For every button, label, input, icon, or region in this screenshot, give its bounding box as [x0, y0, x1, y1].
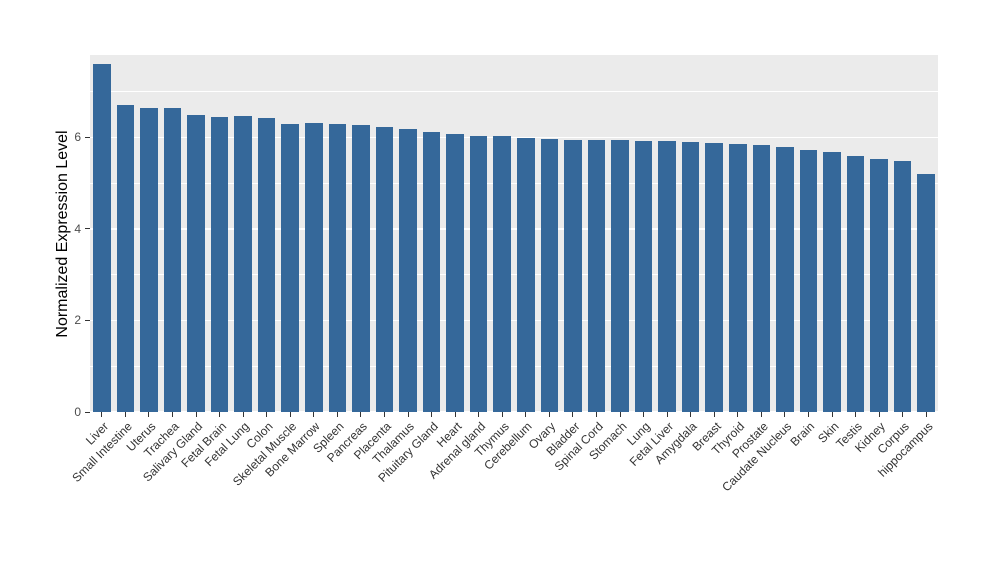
gridline-y-7	[90, 91, 938, 92]
bar-pituitary-gland	[422, 131, 441, 412]
x-tick-mark-pancreas	[360, 412, 362, 417]
bar-ovary	[540, 138, 559, 412]
bar-thalamus	[399, 129, 417, 412]
bar-lung	[634, 140, 653, 412]
bar-thyroid	[728, 144, 747, 412]
x-tick-mark-thyroid	[737, 412, 739, 417]
x-tick-mark-liver	[101, 412, 103, 417]
x-tick-mark-brain	[807, 412, 809, 417]
x-tick-mark-uterus	[148, 412, 150, 417]
bar-thymus	[493, 136, 512, 412]
x-tick-mark-trachea	[171, 412, 173, 417]
x-tick-mark-fetal-brain	[219, 412, 221, 417]
bar-liver	[92, 64, 111, 412]
bar-amygdala	[681, 141, 700, 412]
bar-adrenal-gland	[469, 135, 488, 412]
bar-small-intestine	[116, 105, 135, 412]
x-tick-mark-amygdala	[690, 412, 692, 417]
x-tick-mark-caudate-nucleus	[784, 412, 786, 417]
bar-skin	[823, 152, 841, 412]
x-tick-mark-spinal-cord	[595, 412, 597, 417]
gridline-y-5	[90, 182, 938, 184]
bar-bladder	[564, 139, 582, 412]
x-tick-mark-hippocampus	[925, 412, 927, 417]
x-tick-mark-spleen	[336, 412, 338, 417]
bar-prostate	[752, 145, 771, 412]
x-tick-mark-breast	[713, 412, 715, 417]
bar-stomach	[611, 139, 629, 412]
bar-uterus	[140, 107, 158, 412]
bar-fetal-liver	[658, 141, 676, 412]
bar-colon	[257, 117, 276, 412]
bar-breast	[705, 143, 724, 412]
bar-trachea	[163, 107, 182, 412]
bar-salivary-gland	[187, 114, 205, 412]
x-tick-mark-placenta	[383, 412, 385, 417]
y-tick-mark-4	[85, 228, 90, 230]
x-tick-mark-kidney	[878, 412, 880, 417]
x-tick-mark-skin	[831, 412, 833, 417]
x-tick-mark-prostate	[760, 412, 762, 417]
bar-corpus	[893, 161, 912, 412]
x-tick-mark-corpus	[902, 412, 904, 417]
y-tick-label-0: 0	[74, 405, 81, 419]
x-tick-mark-heart	[454, 412, 456, 417]
bar-heart	[446, 133, 464, 412]
x-tick-mark-small-intestine	[124, 412, 126, 417]
plot-panel	[90, 55, 938, 413]
y-tick-label-4: 4	[74, 221, 81, 236]
x-tick-mark-testis	[855, 412, 857, 417]
gridline-y-4	[90, 228, 938, 230]
y-tick-mark-0	[85, 411, 90, 413]
y-tick-label-2: 2	[74, 313, 81, 328]
x-tick-mark-fetal-lung	[242, 412, 244, 417]
bar-fetal-brain	[210, 116, 229, 412]
gridline-y-6	[90, 136, 938, 139]
y-tick-mark-2	[85, 319, 90, 321]
x-tick-mark-bladder	[572, 412, 574, 417]
bar-bone-marrow	[304, 122, 323, 412]
x-tick-mark-thalamus	[407, 412, 409, 417]
bar-caudate-nucleus	[776, 147, 794, 412]
x-tick-mark-adrenal-gland	[478, 412, 480, 417]
gridline-y-3	[90, 274, 938, 276]
bar-spinal-cord	[587, 139, 606, 412]
y-tick-mark-6	[85, 136, 90, 138]
x-tick-mark-pituitary-gland	[431, 412, 433, 417]
x-tick-mark-fetal-liver	[666, 412, 668, 417]
bar-pancreas	[352, 125, 370, 412]
bar-hippocampus	[917, 174, 936, 412]
bar-skeletal-muscle	[281, 123, 300, 412]
gridline-y-0	[90, 411, 938, 413]
x-tick-mark-colon	[266, 412, 268, 417]
x-tick-mark-thymus	[501, 412, 503, 417]
x-tick-mark-ovary	[548, 412, 550, 417]
bar-cerebellum	[516, 138, 535, 412]
x-tick-label-brain: Brain	[787, 419, 818, 450]
bar-kidney	[870, 159, 888, 412]
bar-brain	[799, 149, 818, 412]
y-tick-label-6: 6	[74, 130, 81, 145]
x-tick-mark-skeletal-muscle	[289, 412, 291, 417]
x-tick-mark-stomach	[619, 412, 621, 417]
gridline-y-2	[90, 319, 938, 322]
x-tick-mark-bone-marrow	[313, 412, 315, 417]
bar-spleen	[328, 123, 347, 412]
x-tick-mark-salivary-gland	[195, 412, 197, 417]
bar-placenta	[375, 127, 394, 412]
bar-testis	[846, 155, 865, 412]
x-tick-mark-cerebellum	[525, 412, 527, 417]
x-tick-mark-lung	[643, 412, 645, 417]
bar-fetal-lung	[234, 115, 252, 412]
gridline-y-1	[90, 365, 938, 367]
